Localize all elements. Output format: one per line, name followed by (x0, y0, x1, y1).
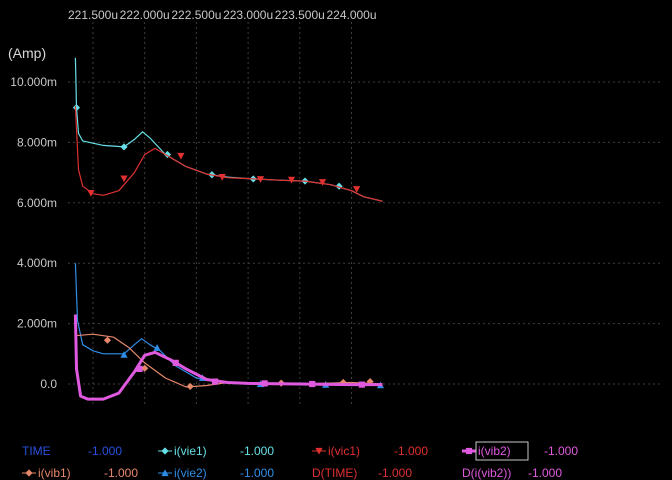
legend-marker (465, 447, 473, 455)
data-point (72, 104, 81, 112)
series-line (74, 57, 383, 202)
legend-value: -1.000 (378, 466, 412, 480)
legend-label: D(i(vib2)) (462, 466, 511, 480)
x-tick-label: 223.000u (223, 8, 273, 22)
legend-entry: i(vib1) -1.000 (22, 466, 138, 480)
data-point (256, 176, 265, 183)
data-point (120, 351, 128, 358)
series-line (74, 106, 383, 202)
series-traces (72, 57, 385, 401)
legend-label: i(vib2) (478, 444, 511, 458)
legend-selection-box (475, 441, 529, 461)
data-point (261, 380, 268, 387)
x-tick-label: 224.000u (326, 8, 376, 22)
y-axis-ticks: 10.000m 8.000m 6.000m 4.000m 2.000m 0.0 (10, 75, 57, 391)
legend-entry: i(vib2) -1.000 (462, 441, 578, 461)
data-point (218, 174, 226, 181)
legend: TIME -1.000 i(vie1) -1.000 i(vic1) -1.000 i(vi… (22, 441, 578, 480)
series-i-vic1 (74, 106, 383, 202)
data-point (211, 378, 219, 385)
x-tick-label: 222.000u (120, 8, 170, 22)
data-point (153, 344, 161, 351)
legend-label: i(vib1) (38, 466, 71, 480)
legend-label: D(TIME) (312, 466, 357, 480)
series-i-vie2 (74, 263, 385, 389)
legend-marker (315, 447, 323, 455)
legend-entry: i(vie2) -1.000 (158, 466, 274, 480)
series-i-vie1 (72, 57, 383, 202)
data-point (318, 179, 327, 186)
data-point (309, 380, 316, 388)
y-tick-label: 2.000m (17, 317, 57, 331)
data-point (136, 365, 143, 372)
legend-value: -1.000 (240, 466, 274, 480)
x-tick-label: 223.500u (275, 8, 325, 22)
y-tick-label: 6.000m (17, 196, 57, 210)
x-axis-ticks: 221.500u 222.000u 222.500u 223.000u 223.500u… (68, 8, 377, 22)
legend-value: -1.000 (528, 466, 562, 480)
legend-marker (161, 469, 169, 477)
data-point (358, 381, 365, 388)
legend-label: i(vic1) (328, 444, 360, 458)
y-tick-label: 4.000m (17, 256, 57, 270)
legend-value: -1.000 (104, 466, 138, 480)
data-point (87, 190, 95, 197)
data-point (120, 175, 128, 183)
data-point (287, 176, 296, 184)
series-i-vib2 (73, 314, 383, 401)
x-tick-label: 221.500u (68, 8, 118, 22)
x-tick-label: 222.500u (171, 8, 221, 22)
data-point (186, 382, 194, 391)
y-axis-unit-label: (Amp) (8, 45, 46, 61)
legend-value: -1.000 (88, 444, 122, 458)
y-tick-label: 10.000m (10, 75, 57, 89)
legend-value: -1.000 (240, 444, 274, 458)
legend-label: i(vie1) (174, 444, 207, 458)
series-line (75, 333, 383, 388)
legend-value: -1.000 (394, 444, 428, 458)
data-point (177, 152, 185, 160)
legend-entry: i(vic1) -1.000 (312, 444, 428, 458)
legend-entry: D(TIME) -1.000 (312, 466, 412, 480)
y-tick-label: 8.000m (17, 135, 57, 149)
legend-marker (25, 469, 33, 477)
legend-entry: D(i(vib2)) -1.000 (462, 466, 562, 480)
legend-entry: i(vie1) -1.000 (158, 444, 274, 458)
data-point (353, 186, 361, 193)
legend-label: TIME (22, 444, 51, 458)
data-point (103, 336, 112, 344)
data-point (120, 143, 128, 151)
legend-entry: TIME -1.000 (22, 444, 122, 458)
data-point (172, 359, 179, 366)
data-point (339, 378, 347, 387)
data-point (141, 364, 149, 372)
legend-label: i(vie2) (174, 466, 207, 480)
legend-marker (161, 447, 169, 455)
legend-value: -1.000 (544, 444, 578, 458)
y-tick-label: 0.0 (40, 377, 57, 391)
